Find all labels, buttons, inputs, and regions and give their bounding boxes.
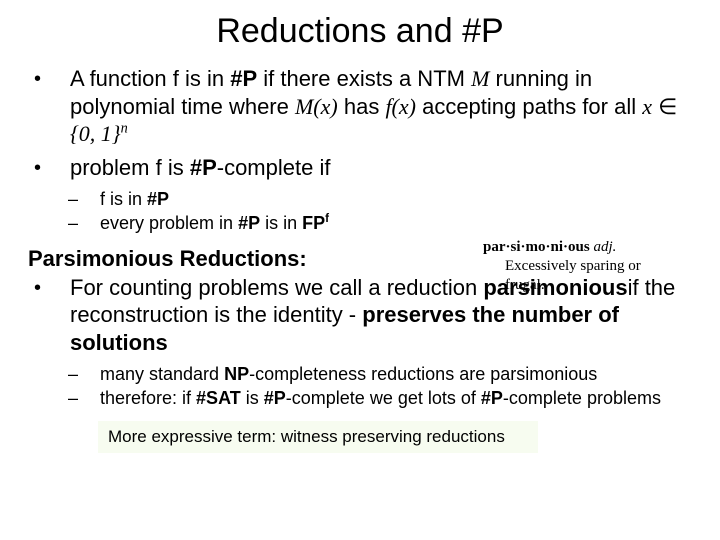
bullet-marker: • <box>34 156 41 181</box>
text: ∈ <box>652 94 677 119</box>
bullet-marker: • <box>34 276 41 301</box>
text-bold: #P <box>190 155 217 180</box>
bullet-2: • problem f is #P-complete if <box>28 154 692 182</box>
text: if there exists a NTM <box>257 66 471 91</box>
sub-list-1: – f is in #P – every problem in #P is in… <box>28 187 692 236</box>
text: -complete problems <box>503 388 661 408</box>
text-math: M <box>471 66 489 91</box>
def-pos: adj. <box>593 239 616 255</box>
text-bold: #P <box>264 388 286 408</box>
text: accepting paths for all <box>416 94 642 119</box>
note-box: More expressive term: witness preserving… <box>98 421 538 453</box>
text: For counting problems we call a reductio… <box>70 275 483 300</box>
text: -complete we get lots of <box>286 388 481 408</box>
text: f is in <box>100 189 147 209</box>
text: is in <box>260 213 302 233</box>
sub-item: – therefore: if #SAT is #P-complete we g… <box>28 386 692 410</box>
main-bullet-list: • A function f is in #P if there exists … <box>28 65 692 181</box>
text-bold: NP <box>224 364 249 384</box>
text-bold: FP <box>302 213 325 233</box>
def-word: par·si·mo·ni·ous <box>483 239 593 255</box>
text-math: f(x) <box>385 94 416 119</box>
sub-item: – every problem in #P is in FPf <box>28 211 692 235</box>
text: A function f is in <box>70 66 230 91</box>
text-sup: n <box>121 121 128 137</box>
text: problem f is <box>70 155 190 180</box>
text-bold: #P <box>230 66 257 91</box>
slide-title: Reductions and #P <box>28 12 692 51</box>
text-bold: #SAT <box>196 388 241 408</box>
sub-item: – many standard NP-completeness reductio… <box>28 362 692 386</box>
second-bullet-list: • For counting problems we call a reduct… <box>28 274 692 357</box>
text: -complete if <box>217 155 331 180</box>
text-sup: f <box>325 212 329 225</box>
text-bold: parsimonious <box>483 275 627 300</box>
bullet-3: • For counting problems we call a reduct… <box>28 274 692 357</box>
text: is <box>241 388 264 408</box>
text-math: M(x) <box>295 94 338 119</box>
sub-item: – f is in #P <box>28 187 692 211</box>
bullet-1: • A function f is in #P if there exists … <box>28 65 692 148</box>
text: therefore: if <box>100 388 196 408</box>
dash-marker: – <box>68 386 78 410</box>
text: many standard <box>100 364 224 384</box>
dash-marker: – <box>68 187 78 211</box>
sub-list-2: – many standard NP-completeness reductio… <box>28 362 692 411</box>
text-math: {0, 1} <box>70 121 121 146</box>
text-bold: #P <box>238 213 260 233</box>
text: has <box>338 94 386 119</box>
dash-marker: – <box>68 362 78 386</box>
text-bold: #P <box>147 189 169 209</box>
text: -completeness reductions are parsimoniou… <box>249 364 597 384</box>
text-bold: #P <box>481 388 503 408</box>
bullet-marker: • <box>34 67 41 92</box>
text-math: x <box>642 94 652 119</box>
text: every problem in <box>100 213 238 233</box>
dash-marker: – <box>68 211 78 235</box>
